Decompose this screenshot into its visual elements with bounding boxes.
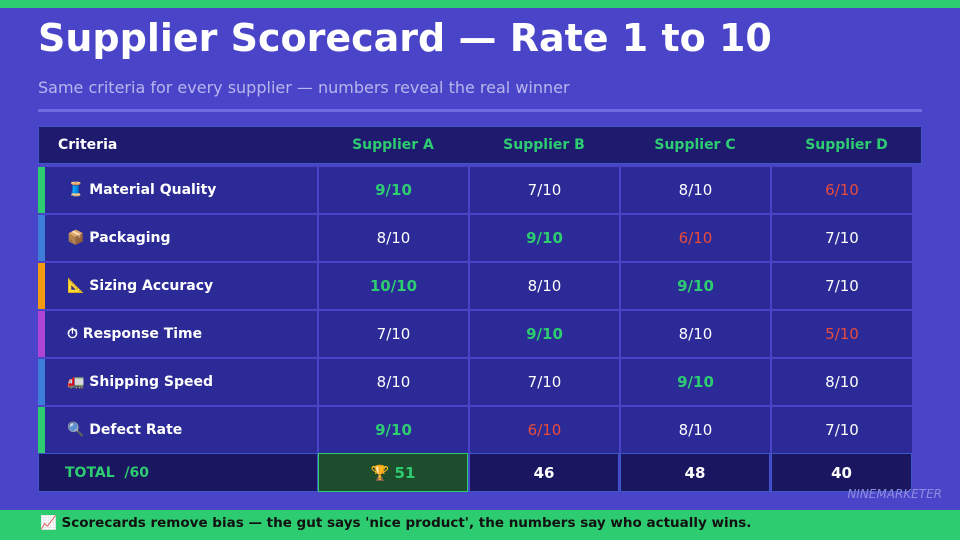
row-accent xyxy=(38,407,45,453)
score-cell: 8/10 xyxy=(620,167,770,213)
total-label: TOTAL /60 xyxy=(38,453,318,492)
watermark: NINEMARKETER xyxy=(847,487,942,501)
score-cell: 5/10 xyxy=(771,311,912,357)
footer-bar xyxy=(0,510,960,540)
score-cell: 7/10 xyxy=(469,359,619,405)
column-header: Supplier B xyxy=(503,137,585,153)
row-accent xyxy=(38,311,45,357)
score-cell: 10/10 xyxy=(318,263,468,309)
score-cell: 8/10 xyxy=(318,215,468,261)
score-cell: 7/10 xyxy=(771,263,912,309)
score-cell: 7/10 xyxy=(318,311,468,357)
row-accent xyxy=(38,359,45,405)
score-cell: 9/10 xyxy=(620,359,770,405)
total-cell: 46 xyxy=(469,453,619,492)
score-cell: 8/10 xyxy=(469,263,619,309)
row-accent xyxy=(38,167,45,213)
score-cell: 7/10 xyxy=(771,215,912,261)
score-cell: 9/10 xyxy=(318,407,468,453)
column-header: Supplier D xyxy=(805,137,888,153)
score-cell: 8/10 xyxy=(620,311,770,357)
criteria-label: ⏱ Response Time xyxy=(45,311,317,357)
total-cell: 48 xyxy=(620,453,770,492)
score-cell: 6/10 xyxy=(469,407,619,453)
column-header: Criteria xyxy=(58,137,118,153)
header-row xyxy=(38,126,922,164)
title: Supplier Scorecard — Rate 1 to 10 xyxy=(38,16,772,60)
column-header: Supplier C xyxy=(654,137,736,153)
score-cell: 6/10 xyxy=(771,167,912,213)
criteria-label: 📐 Sizing Accuracy xyxy=(45,263,317,309)
score-cell: 9/10 xyxy=(469,215,619,261)
score-cell: 8/10 xyxy=(620,407,770,453)
score-cell: 6/10 xyxy=(620,215,770,261)
criteria-label: 🧵 Material Quality xyxy=(45,167,317,213)
score-cell: 9/10 xyxy=(318,167,468,213)
top-bar xyxy=(0,0,960,8)
score-cell: 9/10 xyxy=(469,311,619,357)
criteria-label: 📦 Packaging xyxy=(45,215,317,261)
score-cell: 8/10 xyxy=(771,359,912,405)
total-cell: 🏆 51 xyxy=(318,453,468,492)
score-cell: 7/10 xyxy=(469,167,619,213)
column-header: Supplier A xyxy=(352,137,434,153)
subtitle: Same criteria for every supplier — numbe… xyxy=(38,78,570,97)
criteria-label: 🚛 Shipping Speed xyxy=(45,359,317,405)
footer-text: 📈 Scorecards remove bias — the gut says … xyxy=(40,515,752,531)
criteria-label: 🔍 Defect Rate xyxy=(45,407,317,453)
row-accent xyxy=(38,215,45,261)
score-cell: 7/10 xyxy=(771,407,912,453)
score-cell: 8/10 xyxy=(318,359,468,405)
total-cell: 40 xyxy=(771,453,912,492)
row-accent xyxy=(38,263,45,309)
score-cell: 9/10 xyxy=(620,263,770,309)
divider xyxy=(38,109,922,112)
